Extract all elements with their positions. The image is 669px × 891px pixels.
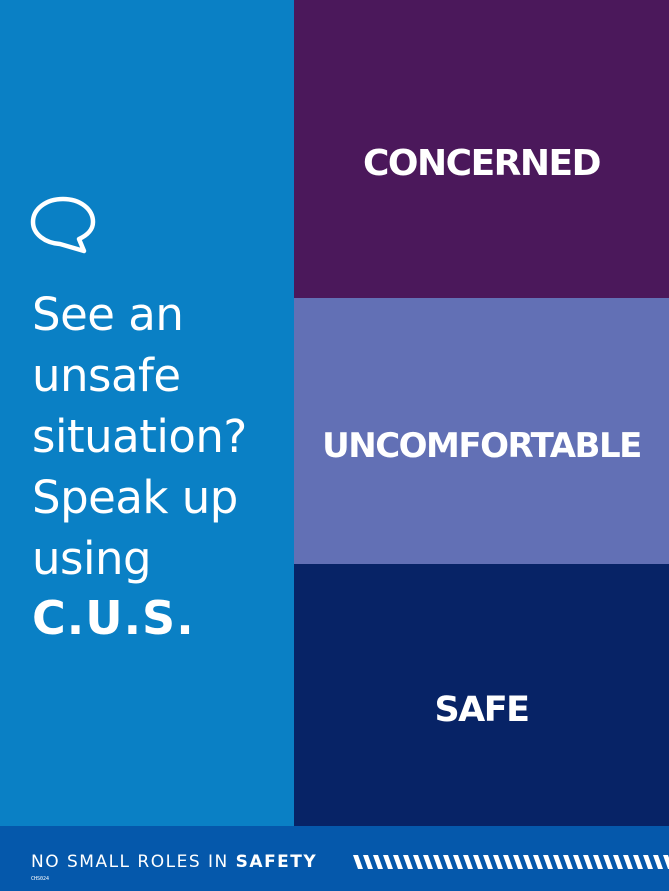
tagline-emphasis: SAFETY (235, 852, 318, 872)
headline-line: See an (32, 288, 184, 341)
headline-line: situation? (32, 410, 247, 463)
headline-line: Speak up (32, 471, 238, 524)
panel-label-uncomfortable: UNCOMFORTABLE (322, 426, 642, 466)
headline-emphasis: C.U.S. (32, 591, 195, 645)
panel-label-safe: SAFE (434, 690, 530, 730)
speech-bubble-icon (30, 196, 96, 254)
hazard-stripes-icon (353, 855, 669, 869)
panel-safe: SAFE (294, 564, 669, 826)
panel-concerned: CONCERNED (294, 0, 669, 298)
tagline-prefix: NO SMALL ROLES IN (31, 852, 236, 872)
headline-line: using (32, 532, 152, 585)
panel-label-concerned: CONCERNED (363, 142, 602, 184)
footer-tagline: NO SMALL ROLES IN SAFETY (31, 852, 317, 872)
left-panel (0, 0, 294, 826)
panel-uncomfortable: UNCOMFORTABLE (294, 298, 669, 564)
footer-code: CHS024 (31, 876, 50, 882)
headline-line: unsafe (32, 349, 181, 402)
headline: See an unsafe situation? Speak up using … (32, 284, 292, 647)
